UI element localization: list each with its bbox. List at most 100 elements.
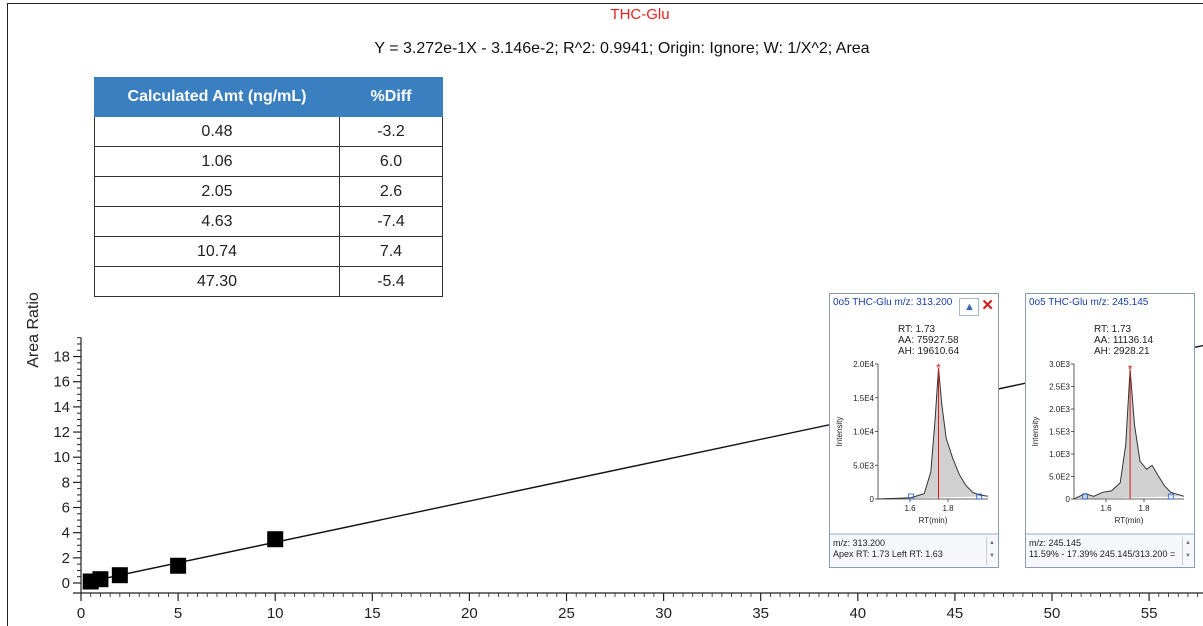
inset-y-label: Intensity xyxy=(1031,417,1040,447)
close-icon[interactable]: ✕ xyxy=(981,297,994,314)
data-point xyxy=(267,531,284,548)
data-point xyxy=(170,557,187,574)
inset-y-tick-label: 1.5E4 xyxy=(853,394,874,403)
x-tick-label: 50 xyxy=(1044,605,1061,622)
cell-pct-diff: 7.4 xyxy=(339,236,443,267)
y-tick-label: 8 xyxy=(62,474,70,491)
x-tick-label: 10 xyxy=(267,605,284,622)
inset-toolbar: ▲ ✕ xyxy=(959,296,994,316)
y-tick-label: 18 xyxy=(53,349,70,366)
inset-header: 0o5 THC-Glu m/z: 245.145 xyxy=(1029,297,1149,308)
cell-calculated-amt: 0.48 xyxy=(94,116,340,147)
axes: 0 2 4 6 8 10 12 14 16 18 0 5 10 15 20 25 30 35 40 45 50 55 xyxy=(53,337,1203,622)
chromatogram-inset-313[interactable]: 0o5 THC-Glu m/z: 313.200 ▲ ✕ 2.0E4 1.5E4 1.… xyxy=(829,293,999,568)
inset-x-label: RT(min) xyxy=(919,516,948,525)
cell-pct-diff: -3.2 xyxy=(339,116,443,147)
footer-mz: m/z: 313.200 xyxy=(833,538,886,548)
y-axis-title: Area Ratio xyxy=(25,292,42,368)
peak-rt: RT: 1.73 xyxy=(1094,324,1132,335)
chromatogram-plot: 2.0E4 1.5E4 1.0E4 5.0E3 0 1.6 1.8 RT(min) Intens… xyxy=(835,360,989,525)
peak-height: AH: 19610.64 xyxy=(898,346,960,357)
x-tick-label: 35 xyxy=(752,605,769,622)
peak-stats: RT: 1.73 AA: 11136.14 AH: 2928.21 xyxy=(1094,324,1153,357)
chromatogram-trace xyxy=(877,368,989,500)
footer-ratio: 11.59% - 17.39% 245.145/313.200 = xyxy=(1029,549,1176,559)
cell-calculated-amt: 1.06 xyxy=(94,146,340,177)
chart-subtitle: Y = 3.272e-1X - 3.146e-2; R^2: 0.9941; O… xyxy=(374,40,869,57)
peak-area: AA: 75927.58 xyxy=(898,335,959,346)
x-tick-label: 55 xyxy=(1141,605,1158,622)
table-row: 2.05 2.6 xyxy=(94,176,443,207)
cell-pct-diff: -5.4 xyxy=(339,266,443,297)
x-tick-label: 0 xyxy=(77,605,85,622)
baseline-end-marker xyxy=(1167,493,1174,500)
y-tick-label: 10 xyxy=(53,449,70,466)
inset-header: 0o5 THC-Glu m/z: 313.200 xyxy=(833,297,953,308)
chromatogram-inset-245[interactable]: 0o5 THC-Glu m/z: 245.145 3.0E3 2.5E3 2.0E3… xyxy=(1025,293,1195,568)
inset-x-tick-label: 1.8 xyxy=(1138,504,1150,513)
cell-pct-diff: 2.6 xyxy=(339,176,443,207)
apex-star-icon: * xyxy=(1128,362,1133,376)
baseline-end-marker xyxy=(976,493,983,500)
inset-y-tick-label: 1.0E4 xyxy=(853,428,874,437)
inset-y-tick-label: 3.0E3 xyxy=(1049,360,1070,369)
inset-y-tick-label: 1.0E3 xyxy=(1049,450,1070,459)
inset-x-tick-label: 1.8 xyxy=(942,504,954,513)
cell-calculated-amt: 10.74 xyxy=(94,236,340,267)
y-tick-label: 16 xyxy=(53,374,70,391)
peak-rt: RT: 1.73 xyxy=(898,324,936,335)
cell-calculated-amt: 4.63 xyxy=(94,206,340,237)
chromatogram-plot: 3.0E3 2.5E3 2.0E3 1.5E3 1.0E3 5.0E2 0 1.6 1.8 RT(… xyxy=(1031,360,1185,525)
chart-title: THC-Glu xyxy=(610,6,669,23)
cell-pct-diff: 6.0 xyxy=(339,146,443,177)
peak-stats: RT: 1.73 AA: 75927.58 AH: 19610.64 xyxy=(898,324,959,357)
chromatogram-trace xyxy=(1073,369,1185,500)
y-tick-label: 0 xyxy=(62,575,70,592)
peak-area-fill xyxy=(878,368,988,499)
y-tick-label: 4 xyxy=(62,525,70,542)
table-header-pct-diff: %Diff xyxy=(339,77,443,117)
inset-y-tick-label: 1.5E3 xyxy=(1049,428,1070,437)
peak-tool-icon[interactable]: ▲ xyxy=(959,298,980,316)
inset-footer: m/z: 313.200 Apex RT: 1.73 Left RT: 1.63… xyxy=(830,533,998,567)
peak-area-fill xyxy=(1074,369,1184,499)
footer-scrollbar[interactable]: ▲ ▼ xyxy=(1182,537,1193,565)
y-tick-label: 12 xyxy=(53,424,70,441)
baseline-start-marker xyxy=(1082,493,1088,500)
table-row: 47.30 -5.4 xyxy=(94,266,443,297)
footer-mz: m/z: 245.145 xyxy=(1029,538,1082,548)
peak-height: AH: 2928.21 xyxy=(1094,346,1150,357)
cell-pct-diff: -7.4 xyxy=(339,206,443,237)
table-row: 4.63 -7.4 xyxy=(94,206,443,237)
inset-y-tick-label: 0 xyxy=(1066,495,1071,504)
inset-y-tick-label: 2.0E3 xyxy=(1049,405,1070,414)
cell-calculated-amt: 47.30 xyxy=(94,266,340,297)
chart-frame xyxy=(7,3,1203,626)
table-header-row: Calculated Amt (ng/mL) %Diff xyxy=(94,77,443,117)
table-row: 0.48 -3.2 xyxy=(94,116,443,147)
footer-apex: Apex RT: 1.73 Left RT: 1.63 xyxy=(833,549,943,559)
x-tick-label: 5 xyxy=(174,605,182,622)
x-tick-label: 40 xyxy=(849,605,866,622)
baseline-start-marker xyxy=(908,493,914,500)
apex-star-icon: * xyxy=(936,361,941,375)
table-header-calculated-amt: Calculated Amt (ng/mL) xyxy=(94,77,340,117)
footer-scrollbar[interactable]: ▲ ▼ xyxy=(986,537,997,565)
y-tick-label: 6 xyxy=(62,500,70,517)
x-tick-label: 25 xyxy=(558,605,575,622)
inset-x-tick-label: 1.6 xyxy=(1100,504,1112,513)
x-tick-label: 20 xyxy=(461,605,478,622)
cell-calculated-amt: 2.05 xyxy=(94,176,340,207)
inset-x-tick-label: 1.6 xyxy=(904,504,916,513)
inset-y-label: Intensity xyxy=(835,417,844,447)
inset-y-tick-label: 5.0E3 xyxy=(853,461,874,470)
inset-y-tick-label: 2.5E3 xyxy=(1049,383,1070,392)
inset-y-tick-label: 5.0E2 xyxy=(1049,473,1070,482)
x-tick-label: 15 xyxy=(364,605,381,622)
table-row: 10.74 7.4 xyxy=(94,236,443,267)
inset-x-label: RT(min) xyxy=(1115,516,1144,525)
y-tick-label: 14 xyxy=(53,399,70,416)
table-row: 1.06 6.0 xyxy=(94,146,443,177)
x-tick-label: 45 xyxy=(947,605,964,622)
